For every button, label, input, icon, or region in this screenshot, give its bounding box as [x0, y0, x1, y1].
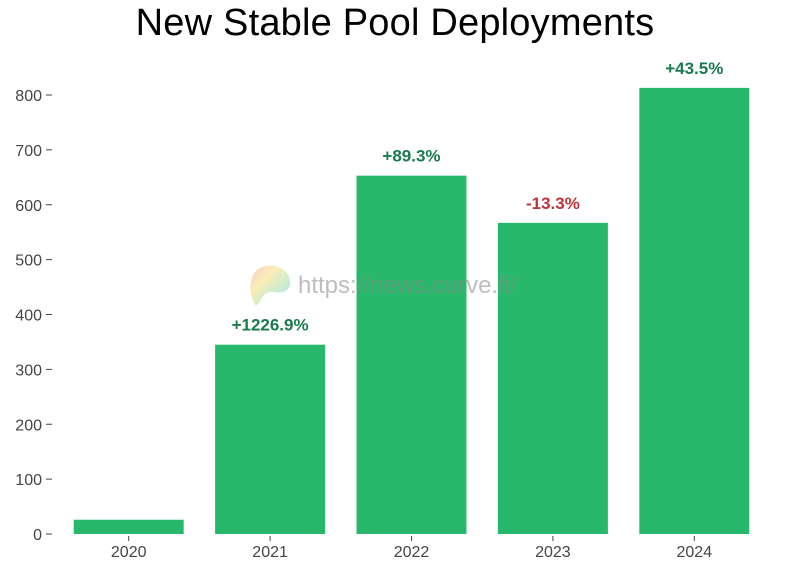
data-label-2024: +43.5%: [665, 59, 723, 78]
y-tick-label: 400: [15, 308, 42, 325]
y-tick-label: 200: [15, 417, 42, 434]
chart-title: New Stable Pool Deployments: [135, 2, 655, 44]
x-tick-label: 2023: [535, 544, 571, 561]
y-tick-label: 100: [15, 472, 42, 489]
data-label-2022: +89.3%: [382, 147, 440, 166]
bars: [73, 87, 750, 535]
x-axis: 2020 2021 2022 2023 2024: [111, 536, 712, 561]
y-axis: 0 100 200 300 400 500 600 700 800: [15, 88, 52, 544]
x-tick-label: 2020: [111, 544, 147, 561]
bar-2023: [497, 222, 608, 534]
bar-2020: [73, 519, 184, 534]
y-tick-label: 500: [15, 253, 42, 270]
bar-2021: [215, 344, 326, 534]
y-tick-label: 300: [15, 362, 42, 379]
y-tick-label: 700: [15, 143, 42, 160]
x-tick-label: 2024: [677, 544, 713, 561]
watermark-text: https://news.curve.fi/: [298, 272, 517, 299]
y-tick-label: 0: [33, 527, 42, 544]
x-tick-label: 2021: [252, 544, 288, 561]
data-label-2023: -13.3%: [526, 194, 580, 213]
bar-2024: [639, 87, 750, 535]
x-tick-label: 2022: [394, 544, 430, 561]
y-tick-label: 800: [15, 88, 42, 105]
curve-logo-icon: [250, 265, 291, 306]
data-labels: +1226.9% +89.3% -13.3% +43.5%: [232, 59, 724, 335]
data-label-2021: +1226.9%: [232, 316, 309, 335]
watermark: https://news.curve.fi/: [244, 262, 517, 310]
y-tick-label: 600: [15, 198, 42, 215]
bar-2022: [356, 175, 467, 534]
